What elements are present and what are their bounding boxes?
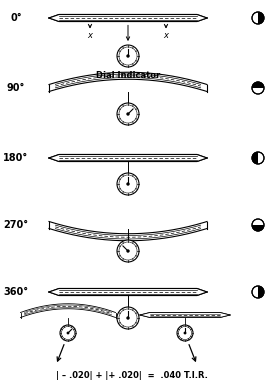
Circle shape	[127, 317, 129, 319]
Wedge shape	[252, 82, 264, 88]
Wedge shape	[258, 12, 264, 24]
Wedge shape	[252, 152, 258, 164]
Circle shape	[184, 332, 186, 334]
Wedge shape	[252, 225, 264, 231]
Text: Dial Indicator: Dial Indicator	[96, 70, 160, 79]
Circle shape	[127, 183, 129, 185]
Polygon shape	[20, 304, 115, 317]
Circle shape	[127, 250, 129, 252]
Circle shape	[127, 55, 129, 57]
Circle shape	[252, 82, 264, 94]
Circle shape	[67, 332, 69, 334]
Polygon shape	[140, 312, 230, 317]
Circle shape	[252, 152, 264, 164]
Circle shape	[252, 12, 264, 24]
Circle shape	[117, 307, 139, 329]
Circle shape	[252, 219, 264, 231]
Circle shape	[60, 325, 76, 341]
Polygon shape	[49, 221, 207, 241]
Circle shape	[127, 113, 129, 115]
Text: 360°: 360°	[4, 287, 29, 297]
Circle shape	[117, 240, 139, 262]
Polygon shape	[49, 72, 207, 91]
Text: 90°: 90°	[7, 83, 25, 93]
Circle shape	[177, 325, 193, 341]
Polygon shape	[49, 14, 207, 22]
Polygon shape	[49, 288, 207, 296]
Circle shape	[117, 173, 139, 195]
Circle shape	[256, 226, 260, 231]
Wedge shape	[258, 286, 264, 298]
Circle shape	[117, 103, 139, 125]
Polygon shape	[49, 154, 207, 161]
Text: x: x	[164, 31, 168, 40]
Circle shape	[256, 82, 260, 87]
Text: x: x	[88, 31, 93, 40]
Text: 270°: 270°	[4, 220, 29, 230]
Text: | – .020| + |+ .020|  =  .040 T.I.R.: | – .020| + |+ .020| = .040 T.I.R.	[56, 370, 207, 380]
Text: 0°: 0°	[10, 13, 22, 23]
Circle shape	[252, 286, 264, 298]
Text: 180°: 180°	[3, 153, 29, 163]
Circle shape	[117, 45, 139, 67]
